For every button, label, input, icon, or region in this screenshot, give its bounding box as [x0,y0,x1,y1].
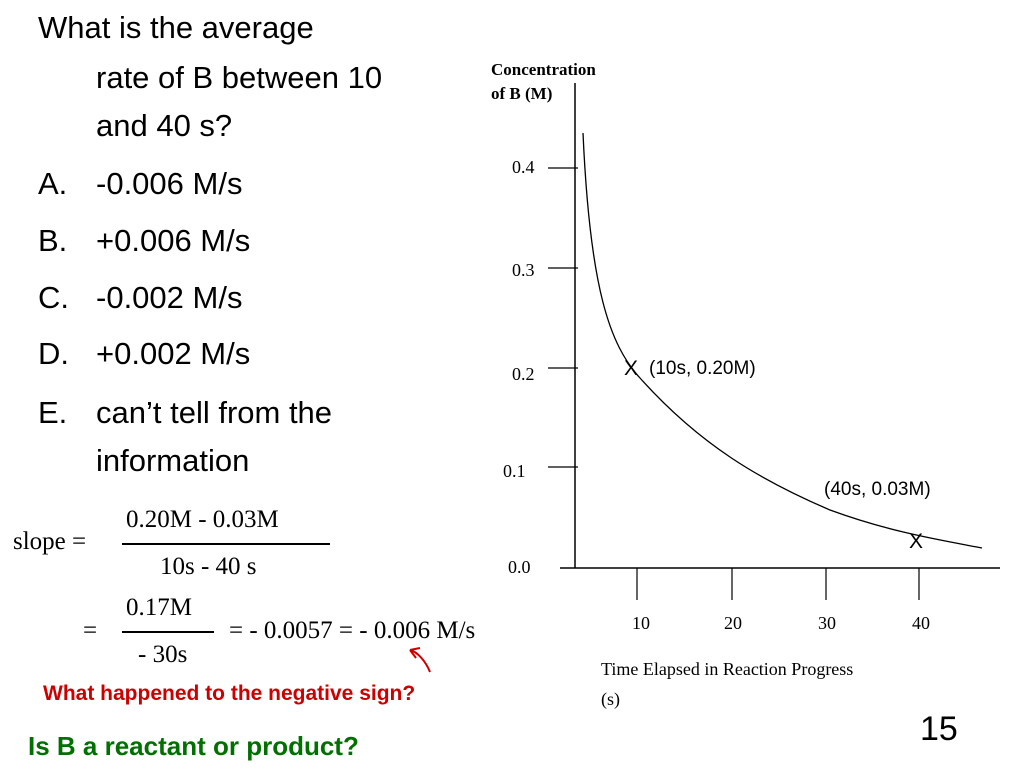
option-e-text-cont: information [96,443,250,478]
point2-x-mark: X [909,530,924,553]
concentration-curve [582,132,983,549]
option-b-text: +0.006 M/s [96,223,251,258]
option-a-text: -0.006 M/s [96,166,243,201]
pointer-arrow [409,647,431,673]
x-tick-label-40: 40 [912,613,930,633]
slope-denominator-1: 10s - 40 s [160,553,257,580]
y-tick-label-00: 0.0 [508,557,531,577]
slope-denominator-2: - 30s [138,641,188,668]
slope-result: = - 0.0057 = - 0.006 M/s [229,617,476,644]
x-axis-label-line1: Time Elapsed in Reaction Progress [601,659,854,679]
point1-label: (10s, 0.20M) [649,358,756,379]
fraction-bar-1 [122,543,330,545]
option-c-letter: C. [38,280,69,315]
slope-label: slope = [13,528,87,555]
y-tick-label-02: 0.2 [512,364,535,384]
x-axis-label-line2: (s) [601,689,620,709]
option-e-letter: E. [38,395,68,430]
y-axis-label-line2: of B (M) [491,84,553,103]
option-d-letter: D. [38,336,69,371]
option-d-text: +0.002 M/s [96,336,251,371]
point2-label: (40s, 0.03M) [824,479,931,500]
slide-number: 15 [920,710,958,748]
slope-numerator-1: 0.20M - 0.03M [126,506,279,533]
x-tick-label-30: 30 [818,613,836,633]
x-tick-label-20: 20 [724,613,742,633]
question-line-3: and 40 s? [96,108,233,143]
option-a-letter: A. [38,166,68,201]
y-tick-label-03: 0.3 [512,260,535,280]
fraction-bar-2 [122,631,214,633]
negative-sign-question: What happened to the negative sign? [43,682,416,705]
y-tick-label-01: 0.1 [503,461,526,481]
option-c-text: -0.002 M/s [96,280,243,315]
question-line-1: What is the average [38,10,314,45]
reactant-product-question: Is B a reactant or product? [28,731,359,761]
option-e-text: can’t tell from the [96,395,333,430]
question-line-2: rate of B between 10 [96,60,383,95]
point1-x-mark: X [624,357,639,380]
y-tick-label-04: 0.4 [512,157,535,177]
x-tick-label-10: 10 [632,613,650,633]
option-b-letter: B. [38,223,68,258]
slope-numerator-2: 0.17M [126,594,192,621]
y-axis-label-line1: Concentration [491,60,596,79]
equals-sign: = [83,617,98,644]
